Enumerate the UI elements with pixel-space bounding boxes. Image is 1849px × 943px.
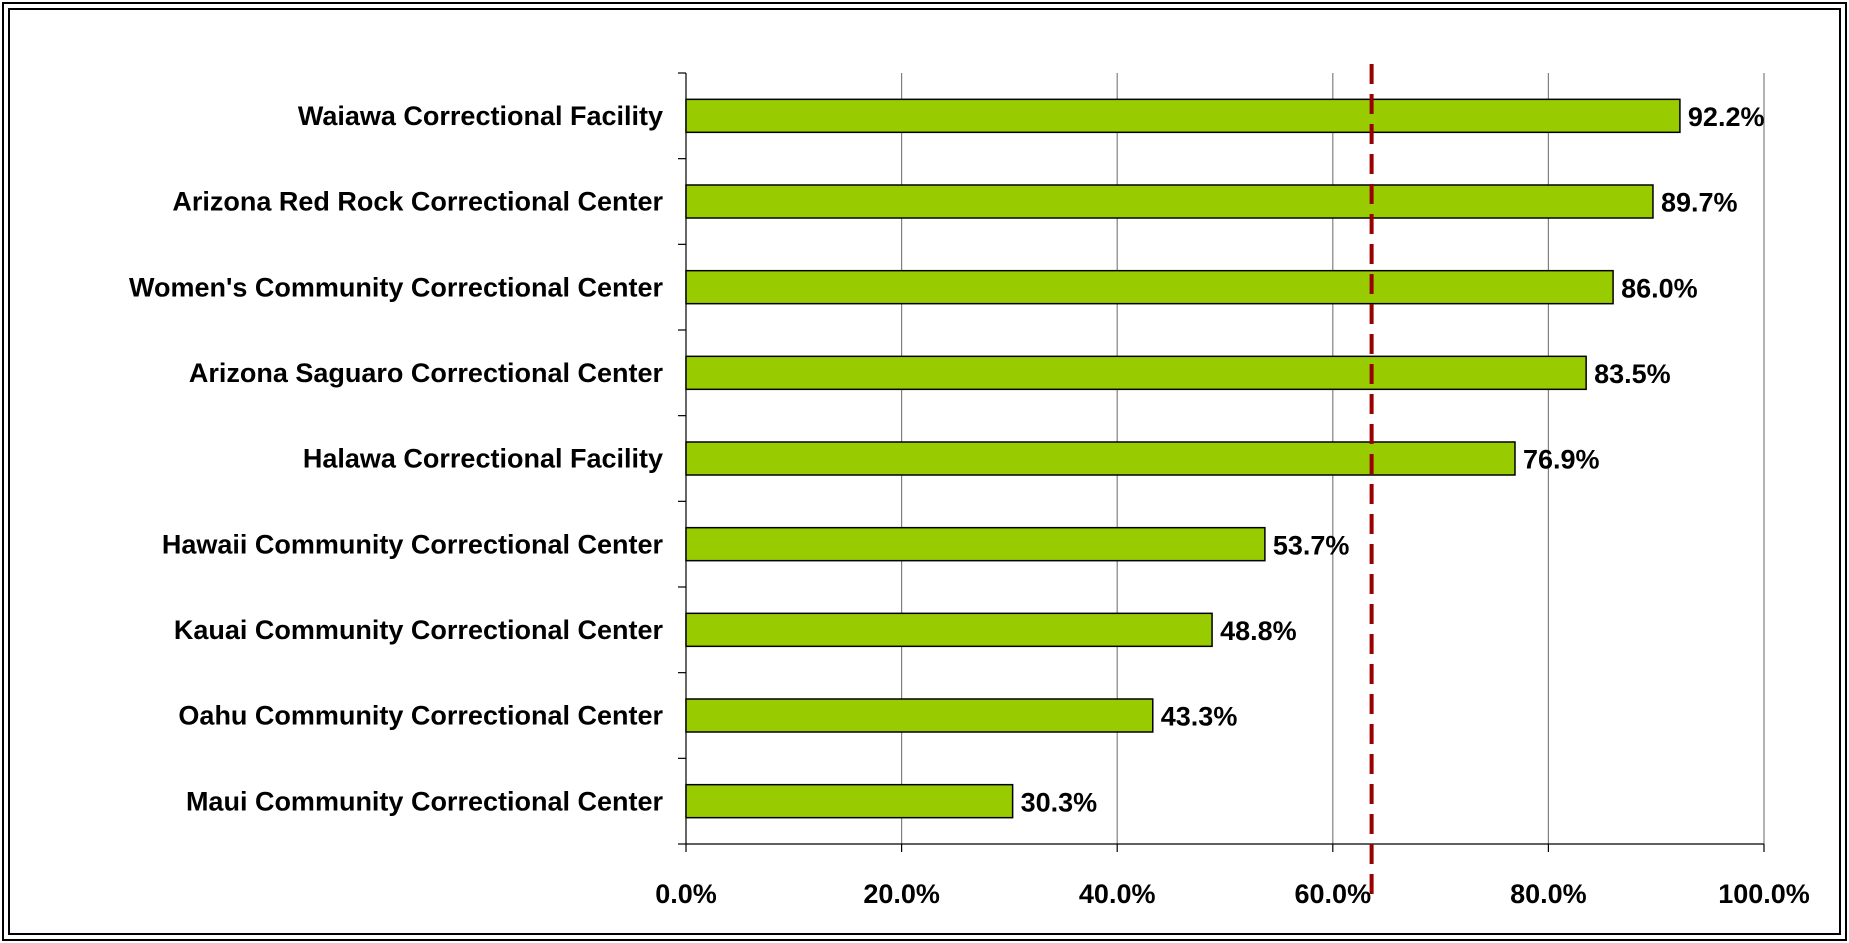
y-tick-label: Oahu Community Correctional Center (178, 701, 663, 731)
y-tick-label: Women's Community Correctional Center (129, 272, 663, 302)
bar (685, 269, 1614, 305)
bar (685, 526, 1266, 562)
data-label: 86.0% (1621, 273, 1698, 303)
x-tick-label: 60.0% (1295, 879, 1372, 909)
y-tick-label: Kauai Community Correctional Center (174, 615, 664, 645)
x-tick-label: 100.0% (1718, 879, 1810, 909)
data-label: 30.3% (1021, 787, 1098, 817)
bar (685, 184, 1654, 219)
x-tick-label: 20.0% (863, 879, 940, 909)
data-label: 48.8% (1220, 616, 1297, 646)
x-tick-label: 0.0% (655, 879, 717, 909)
data-label: 76.9% (1523, 445, 1600, 475)
data-label: 83.5% (1594, 359, 1671, 389)
y-tick-label: Arizona Red Rock Correctional Center (172, 187, 663, 217)
bar (685, 783, 1014, 819)
bar (685, 698, 1154, 733)
bar (685, 441, 1516, 476)
data-label: 92.2% (1688, 102, 1765, 132)
y-tick-label: Hawaii Community Correctional Center (162, 529, 664, 559)
x-tick-label: 40.0% (1079, 879, 1156, 909)
bar (685, 612, 1213, 648)
y-tick-label: Arizona Saguaro Correctional Center (189, 358, 664, 388)
x-tick-label: 80.0% (1510, 879, 1587, 909)
bar (685, 98, 1681, 134)
bar (685, 355, 1587, 391)
inner-frame (8, 8, 1841, 935)
data-label: 89.7% (1661, 188, 1738, 218)
y-tick-label: Waiawa Correctional Facility (298, 101, 663, 131)
data-label: 53.7% (1273, 530, 1350, 560)
y-tick-label: Halawa Correctional Facility (303, 444, 663, 474)
y-tick-label: Maui Community Correctional Center (186, 786, 664, 816)
data-label: 43.3% (1161, 702, 1238, 732)
